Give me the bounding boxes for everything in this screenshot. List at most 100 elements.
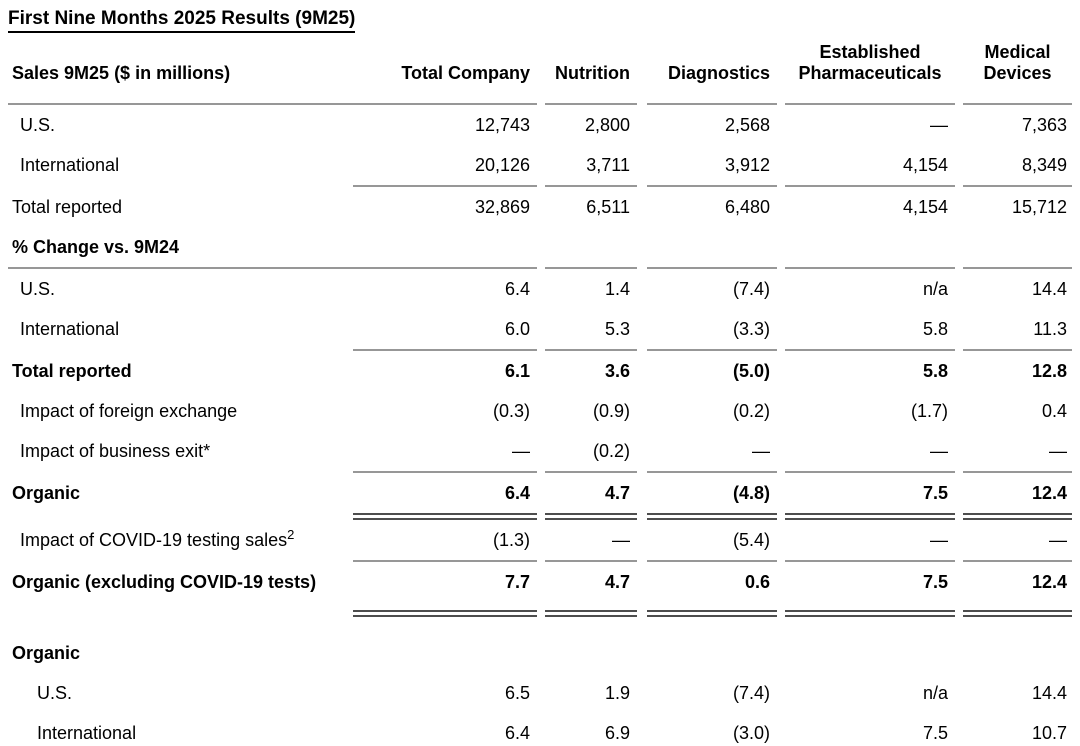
cell-nutrition: 1.4 (604, 278, 630, 299)
cell-diagnostics: (7.4) (732, 278, 770, 299)
row-label: International (20, 318, 120, 339)
row-label: U.S. (20, 114, 56, 135)
cell-total-company: 6.4 (504, 278, 530, 299)
cell-established-pharmaceuticals: — (930, 529, 948, 550)
cell-established-pharmaceuticals: 7.5 (922, 722, 948, 743)
table-row-organic-international: International 6.4 6.9 (3.0) 7.5 10.7 (8, 713, 1072, 746)
table-row-change-international: International 6.0 5.3 (3.3) 5.8 11.3 (8, 309, 1072, 349)
cell-established-pharmaceuticals: n/a (922, 682, 948, 703)
cell-established-pharmaceuticals: 4,154 (902, 154, 948, 175)
table-row-business-exit: Impact of business exit* — (0.2) — — — (8, 431, 1072, 471)
cell-nutrition: — (612, 529, 630, 550)
cell-diagnostics: 6,480 (724, 196, 770, 217)
section-header-pct-change: % Change vs. 9M24 (8, 227, 1072, 267)
footnote-marker: 2 (287, 526, 295, 542)
cell-diagnostics: (3.3) (732, 318, 770, 339)
row-label: U.S. (20, 278, 56, 299)
table-row-organic-us: U.S. 6.5 1.9 (7.4) n/a 14.4 (8, 673, 1072, 713)
rule-above-organic-excluding (8, 560, 1072, 562)
cell-diagnostics: 3,912 (724, 154, 770, 175)
table-row-sales-total-reported: Total reported 32,869 6,511 6,480 4,154 … (8, 187, 1072, 227)
cell-established-pharmaceuticals: 7.5 (922, 571, 948, 592)
column-header-total-company: Total Company (401, 63, 530, 83)
cell-nutrition: (0.2) (592, 440, 630, 461)
cell-nutrition: (0.9) (592, 400, 630, 421)
cell-nutrition: 4.7 (604, 482, 630, 503)
cell-medical-devices: — (1049, 529, 1067, 550)
cell-total-company: — (512, 440, 530, 461)
rule-below-header (8, 103, 1072, 105)
cell-diagnostics: 2,568 (724, 114, 770, 135)
row-label: Impact of COVID-19 testing sales2 (20, 526, 295, 550)
column-header-sales-label: Sales 9M25 ($ in millions) (12, 63, 231, 83)
cell-medical-devices: 7,363 (1021, 114, 1067, 135)
row-label: Organic (12, 482, 81, 503)
table-row-change-total-reported: Total reported 6.1 3.6 (5.0) 5.8 12.8 (8, 351, 1072, 391)
cell-established-pharmaceuticals: 4,154 (902, 196, 948, 217)
cell-nutrition: 2,800 (584, 114, 630, 135)
table-row-foreign-exchange: Impact of foreign exchange (0.3) (0.9) (… (8, 391, 1072, 431)
column-header-nutrition: Nutrition (555, 63, 630, 83)
cell-total-company: (0.3) (492, 400, 530, 421)
cell-total-company: 6.1 (504, 360, 530, 381)
cell-nutrition: 6.9 (604, 722, 630, 743)
row-label: Impact of business exit* (20, 440, 211, 461)
cell-total-company: 6.4 (504, 482, 530, 503)
cell-established-pharmaceuticals: (1.7) (910, 400, 948, 421)
rule-above-organic (8, 471, 1072, 473)
cell-diagnostics: (7.4) (732, 682, 770, 703)
table-row-sales-us: U.S. 12,743 2,800 2,568 — 7,363 (8, 105, 1072, 145)
cell-established-pharmaceuticals: — (930, 440, 948, 461)
double-rule-below-organic-excluding (8, 610, 1072, 617)
cell-total-company: 32,869 (474, 196, 530, 217)
cell-diagnostics: (5.0) (732, 360, 770, 381)
cell-nutrition: 3,711 (586, 154, 630, 175)
double-rule-below-organic (8, 513, 1072, 520)
cell-total-company: 7.7 (504, 571, 530, 592)
cell-medical-devices: 12.4 (1031, 571, 1067, 592)
cell-medical-devices: 10.7 (1031, 722, 1067, 743)
cell-total-company: 12,743 (474, 114, 530, 135)
cell-medical-devices: — (1049, 440, 1067, 461)
cell-medical-devices: 12.8 (1031, 360, 1067, 381)
cell-established-pharmaceuticals: 5.8 (922, 360, 948, 381)
cell-nutrition: 5.3 (604, 318, 630, 339)
rule-above-sales-total (8, 185, 1072, 187)
cell-medical-devices: 8,349 (1021, 154, 1067, 175)
table-row-sales-international: International 20,126 3,711 3,912 4,154 8… (8, 145, 1072, 185)
cell-medical-devices: 15,712 (1011, 196, 1067, 217)
cell-established-pharmaceuticals: 5.8 (922, 318, 948, 339)
cell-established-pharmaceuticals: n/a (922, 278, 948, 299)
cell-nutrition: 6,511 (586, 196, 630, 217)
table-header-row: Sales 9M25 ($ in millions) Total Company… (8, 41, 1072, 85)
cell-medical-devices: 14.4 (1031, 682, 1067, 703)
cell-total-company: 6.0 (504, 318, 530, 339)
cell-diagnostics: (3.0) (732, 722, 770, 743)
cell-nutrition: 1.9 (604, 682, 630, 703)
section-header-organic: Organic (8, 633, 1072, 673)
page-title: First Nine Months 2025 Results (9M25) (8, 8, 356, 33)
cell-nutrition: 4.7 (604, 571, 630, 592)
column-header-established-pharmaceuticals: Established Pharmaceuticals (798, 42, 942, 83)
table-row-organic-excluding-covid: Organic (excluding COVID-19 tests) 7.7 4… (8, 562, 1072, 602)
table-row-covid-testing: Impact of COVID-19 testing sales2 (1.3) … (8, 520, 1072, 560)
row-label: U.S. (37, 682, 73, 703)
cell-diagnostics: (5.4) (732, 529, 770, 550)
results-table: Sales 9M25 ($ in millions) Total Company… (8, 41, 1072, 746)
row-label: Total reported (12, 360, 132, 381)
cell-established-pharmaceuticals: — (930, 114, 948, 135)
cell-medical-devices: 0.4 (1041, 400, 1067, 421)
section-title: % Change vs. 9M24 (12, 236, 180, 257)
cell-medical-devices: 14.4 (1031, 278, 1067, 299)
section-title: Organic (12, 642, 81, 663)
row-label: Organic (excluding COVID-19 tests) (12, 571, 317, 592)
row-label: Impact of foreign exchange (20, 400, 238, 421)
table-row-change-us: U.S. 6.4 1.4 (7.4) n/a 14.4 (8, 269, 1072, 309)
cell-diagnostics: — (752, 440, 770, 461)
column-header-diagnostics: Diagnostics (667, 63, 770, 83)
cell-established-pharmaceuticals: 7.5 (922, 482, 948, 503)
column-header-medical-devices: Medical Devices (983, 42, 1052, 83)
rule-above-change-total (8, 349, 1072, 351)
cell-diagnostics: (4.8) (732, 482, 770, 503)
